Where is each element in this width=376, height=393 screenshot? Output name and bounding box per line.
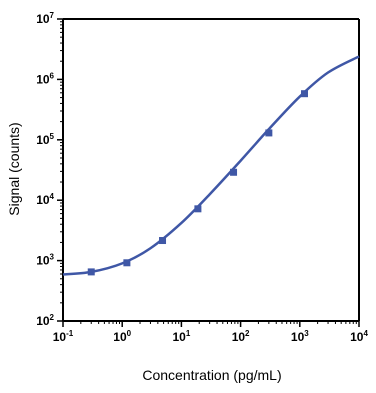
- data-point: [87, 268, 95, 276]
- y-tick-label: 104: [36, 192, 54, 207]
- y-tick-label: 107: [36, 11, 54, 26]
- data-point: [194, 205, 202, 213]
- data-point: [123, 259, 131, 267]
- data-point: [300, 90, 308, 98]
- data-point: [230, 168, 238, 176]
- x-axis-title: Concentration (pg/mL): [142, 367, 281, 383]
- y-tick-label: 102: [36, 313, 54, 328]
- y-axis-title: Signal (counts): [6, 122, 22, 215]
- y-tick-label: 103: [36, 253, 54, 268]
- x-tick-label: 104: [350, 329, 368, 344]
- data-points: [87, 90, 308, 276]
- x-tick-label: 102: [232, 329, 250, 344]
- x-tick-label: 101: [172, 329, 190, 344]
- ticks: 10-1 100 101 102 103 104 102 103 104 105 106 107: [36, 11, 368, 344]
- axes: [62, 18, 360, 322]
- x-tick-label: 10-1: [53, 329, 74, 344]
- y-tick-label: 105: [36, 132, 54, 147]
- data-point: [159, 237, 167, 245]
- x-tick-label: 100: [113, 329, 131, 344]
- fitted-curve-line: [62, 55, 360, 276]
- y-tick-label: 106: [36, 71, 54, 86]
- fitted-curve: [62, 55, 360, 276]
- x-tick-label: 103: [291, 329, 309, 344]
- data-point: [265, 129, 273, 137]
